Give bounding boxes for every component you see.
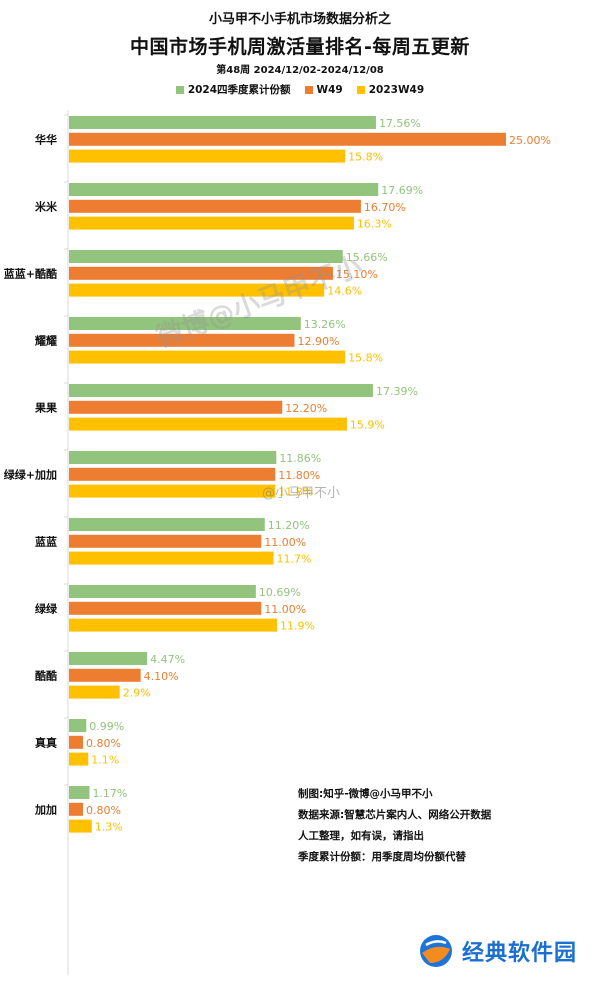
data-label: 11.80% [278,469,320,482]
pre-title: 小马甲不小手机市场数据分析之 [208,12,391,27]
bar [69,250,343,263]
bar [69,752,89,766]
bar [69,199,361,213]
data-label: 16.70% [364,201,406,214]
bar [69,802,83,816]
data-label: 0.99% [89,720,124,733]
logo-text: 经典软件园 [462,941,578,966]
data-label: 4.47% [150,653,185,666]
data-label: 0.80% [86,804,121,817]
legend: 2024四季度累计份额 W49 2023W49 [0,82,600,97]
data-label: 15.66% [346,251,388,264]
data-label: 12.90% [297,335,339,348]
data-label: 11.9% [280,620,315,633]
bar [69,719,87,732]
bar [69,685,120,699]
bar [69,652,148,665]
bar [69,467,276,481]
data-label: 11.00% [264,536,306,549]
data-label: 13.26% [304,318,346,331]
category-label: 绿绿+加加 [4,467,57,481]
bar [69,819,92,833]
data-label: 15.9% [350,419,385,432]
bar [69,116,376,129]
data-label: 17.39% [376,385,418,398]
bar [69,333,295,347]
category-label: 米米 [34,199,58,213]
data-label: 4.10% [144,670,179,683]
legend-swatch [175,85,184,94]
bar [69,317,301,330]
legend-label: W49 [316,83,343,96]
data-label: 15.10% [336,268,378,281]
bar [69,618,278,632]
data-label: 10.69% [259,586,301,599]
bar [69,451,277,464]
data-label: 16.3% [357,218,392,231]
category-label: 酷酷 [35,668,57,682]
legend-swatch [304,85,313,94]
bar [69,484,276,498]
bar [69,417,347,431]
data-label: 15.8% [348,352,383,365]
category-label: 果果 [34,401,57,414]
bar [69,149,346,163]
data-label: 17.69% [381,184,423,197]
data-label: 0.80% [86,737,121,750]
data-label: 25.00% [509,134,551,147]
bar [69,786,90,799]
note-method: 季度累计份额：用季度周均份额代替 [298,851,466,863]
category-label: 真真 [35,735,57,749]
data-label: 11.8% [278,486,313,499]
legend-item-series-0: 2024四季度累计份额 [175,82,291,97]
bar [69,400,283,414]
bar [69,601,262,615]
data-label: 11.00% [264,603,306,616]
bar [69,518,265,531]
bar [69,668,141,682]
data-label: 1.3% [95,821,123,834]
bar [69,735,83,749]
bar [69,585,256,598]
data-label: 2.9% [123,687,151,700]
category-label: 蓝蓝+酷酷 [4,266,57,280]
data-label: 11.20% [268,519,310,532]
note-author: 制图:知乎-微博@小马甲不小 [298,788,433,800]
category-label: 华华 [35,132,57,146]
site-logo: 经典软件园 [418,933,577,969]
bar [69,266,333,280]
legend-item-series-1: W49 [304,82,343,97]
bar [69,384,373,397]
category-label: 绿绿 [35,601,58,615]
data-label: 14.6% [327,285,362,298]
legend-swatch [356,85,365,94]
note-disclaimer: 人工整理，如有误，请指出 [298,830,424,842]
chart-title: 中国市场手机周激活量排名-每周五更新 [130,36,470,58]
legend-label: 2023W49 [368,83,425,96]
legend-label: 2024四季度累计份额 [187,84,291,96]
bar [69,216,354,230]
data-label: 11.86% [279,452,321,465]
data-label: 17.56% [379,117,421,130]
bar [69,551,274,565]
bar [69,183,379,196]
legend-item-series-2: 2023W49 [356,82,425,97]
note-source: 数据来源:智慧芯片案内人、网络公开数据 [298,809,492,821]
bar [69,283,325,297]
bar [69,132,506,146]
bar [69,350,346,364]
data-label: 12.20% [285,402,327,415]
data-label: 15.8% [348,151,383,164]
category-label: 加加 [34,802,57,816]
data-label: 1.17% [92,787,127,800]
bar [69,534,262,548]
chart-subtitle: 第48周 2024/12/02-2024/12/08 [216,65,384,76]
data-label: 1.1% [91,754,119,767]
category-label: 蓝蓝 [35,534,57,548]
chart-notes: 制图:知乎-微博@小马甲不小 数据来源:智慧芯片案内人、网络公开数据 人工整理，… [298,784,491,868]
data-label: 11.7% [277,553,312,566]
globe-logo-icon [420,935,452,967]
category-label: 耀耀 [35,333,57,347]
